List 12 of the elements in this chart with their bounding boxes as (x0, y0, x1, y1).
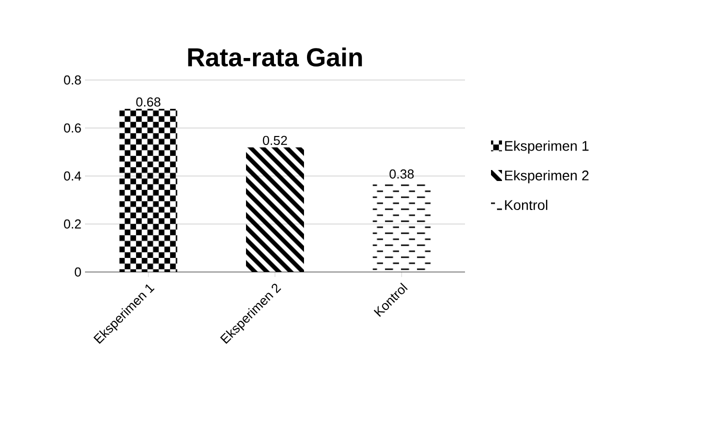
y-tick-label: 0.2 (64, 219, 81, 229)
y-tick-label: 0.6 (64, 123, 81, 133)
chart-title: Rata-rata Gain (188, 47, 362, 67)
data-label: 0.38 (390, 169, 414, 179)
data-label: 0.68 (136, 97, 160, 107)
y-tick-label: 0.8 (64, 75, 81, 85)
text: Kontrol (505, 200, 548, 210)
y-tick-label: 0 (74, 267, 81, 277)
text: Eksperimen 1 (505, 140, 589, 154)
text: Eksperimen 2 (505, 170, 589, 184)
data-label: 0.52 (262, 136, 287, 146)
y-tick-label: 0.4 (64, 171, 82, 181)
